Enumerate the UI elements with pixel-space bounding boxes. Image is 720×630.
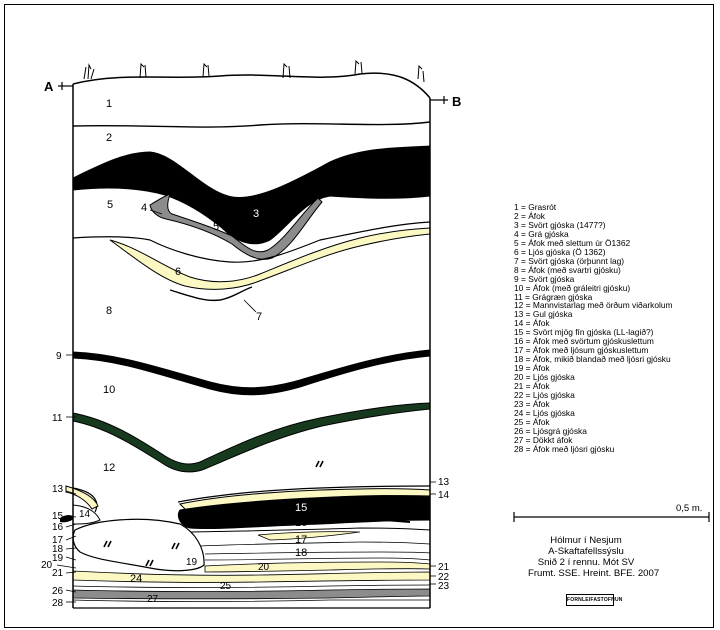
caption-site: Hólmur í Nesjum — [550, 535, 622, 546]
layer-label-27: 27 — [147, 594, 159, 605]
layer-4-grey-tephra — [149, 193, 323, 260]
legend-item: 20 = Ljós gjóska — [514, 372, 575, 383]
boundary-12-lower — [72, 485, 431, 513]
legend-item: 9 = Svört gjóska — [514, 273, 575, 284]
legend-item: 14 = Áfok — [514, 318, 550, 329]
layer-label-17-left: 17 — [52, 535, 64, 546]
legend-item: 18 = Áfok, mikið blandað með ljósri gjós… — [514, 354, 671, 365]
caption-credits: Frumt. SSE. Hreint. BFE. 2007 — [528, 568, 660, 579]
layer-label-13-right: 13 — [438, 477, 450, 488]
boundary-5-8 — [72, 221, 431, 263]
legend-item: 7 = Svört gjóska (örþunnt lag) — [514, 255, 625, 266]
layer-13-yellow-tephra — [65, 485, 99, 510]
layer-label-14-right: 14 — [438, 490, 450, 501]
layer-label-7: 7 — [256, 311, 262, 323]
boundary-1-2 — [72, 121, 431, 128]
legend-item: 21 = Áfok — [514, 381, 550, 392]
figure-frame — [4, 4, 714, 628]
layer-label-9: 9 — [56, 351, 62, 362]
caption-county: A-Skaftafellssýslu — [548, 546, 624, 557]
legend-item: 24 = Ljós gjóska — [514, 407, 575, 418]
legend-item: 1 = Grasrót — [514, 202, 557, 212]
label-leaders — [56, 209, 436, 603]
layer-label-2: 2 — [106, 132, 112, 144]
layer-label-3: 3 — [253, 208, 259, 220]
layer-label-16-left: 16 — [52, 522, 64, 533]
layer-label-16: 16 — [295, 517, 307, 529]
layer-label-21-left: 21 — [52, 568, 64, 579]
institution-logo: FORNLEIFASTOFNUN — [566, 594, 622, 606]
layer-label-26: 26 — [52, 586, 64, 597]
legend-item: 15 = Svört mjög fín gjóska (LL-lagið?) — [514, 327, 654, 338]
layer-label-6: 6 — [175, 266, 181, 278]
boundary-17-18 — [199, 541, 431, 547]
layer-17-light-patch — [257, 531, 361, 541]
legend-item: 26 = Ljósgrá gjóska — [514, 425, 587, 436]
grass-tufts — [83, 59, 425, 83]
layer-27-dark-loess — [72, 599, 430, 602]
layer-label-21-right: 21 — [438, 562, 450, 573]
boundary-16-17 — [189, 527, 431, 533]
layer-label-4: 4 — [141, 202, 147, 214]
layer-label-17: 17 — [295, 534, 307, 546]
layer-label-19: 19 — [186, 557, 198, 568]
layer-label-24: 24 — [130, 573, 142, 585]
layer-14-wedge — [72, 504, 101, 525]
layer-label-15: 15 — [295, 502, 307, 514]
section-end-label-a: A — [44, 79, 54, 94]
layer-label-19-left: 19 — [52, 553, 64, 564]
ground-surface-line — [72, 72, 431, 99]
legend-item: 10 = Áfok (með gráleitri gjósku) — [514, 282, 631, 293]
layer-label-12: 12 — [103, 462, 115, 474]
legend-item: 6 = Ljós gjóska (Ö 1362) — [514, 246, 606, 257]
legend-item: 22 = Ljós gjóska — [514, 390, 575, 401]
section-end-label-b: B — [452, 94, 461, 109]
layer-label-11: 11 — [52, 413, 63, 424]
layer-7-thin-black-tephra — [169, 286, 253, 302]
layer-label-13-left: 13 — [52, 484, 64, 495]
legend-item: 27 = Dökkt áfok — [514, 434, 573, 445]
legend-item: 23 = Áfok — [514, 398, 550, 409]
legend-item: 13 = Gul gjóska — [514, 309, 573, 320]
legend-item: 17 = Áfok með ljósum gjóskuslettum — [514, 345, 649, 356]
legend-item: 11 = Grágræn gjóska — [514, 291, 593, 302]
layer-label-22: 22 — [438, 572, 450, 583]
layer-label-10: 10 — [103, 384, 115, 396]
legend-item: 8 = Áfok (með svartri gjósku) — [514, 264, 621, 275]
layer-label-1: 1 — [106, 98, 112, 110]
caption-section: Snið 2 í rennu. Mót SV — [537, 557, 635, 568]
layer-label-5a: 5 — [107, 199, 113, 211]
legend-item: 3 = Svört gjóska (1477?) — [514, 219, 606, 230]
layer-label-8: 8 — [106, 305, 112, 317]
layer-3-black-tephra — [72, 145, 431, 245]
layer-label-18-left: 18 — [52, 544, 64, 555]
layer-label-25: 25 — [220, 581, 232, 592]
layer-16-black-streaks — [254, 516, 411, 523]
legend: 1 = Grasrót 2 = Áfok 3 = Svört gjóska (1… — [514, 203, 673, 454]
legend-item: 4 = Grá gjóska — [514, 228, 569, 239]
layer-label-15-left: 15 — [52, 511, 64, 522]
layer-label-20: 20 — [258, 562, 270, 573]
charcoal-marks — [103, 460, 324, 567]
legend-item: 19 = Áfok — [514, 363, 550, 374]
layer-label-23: 23 — [438, 581, 450, 592]
layer-19-block — [72, 518, 205, 572]
legend-item: 16 = Áfok með svörtum gjóskuslettum — [514, 336, 654, 347]
legend-item: 5 = Áfok með slettum úr Ö1362 — [514, 237, 631, 248]
boundary-25 — [72, 584, 431, 588]
legend-item: 25 = Áfok — [514, 416, 550, 427]
layer-label-5b: 5 — [213, 221, 219, 233]
boundary-18-lines — [204, 551, 431, 561]
figure-caption: Hólmur í Nesjum A-Skaftafellssýslu Snið … — [528, 535, 660, 579]
scale-bar — [513, 512, 710, 522]
layer-label-28: 28 — [52, 598, 64, 609]
legend-item: 2 = Áfok — [514, 210, 545, 221]
legend-item: 12 = Mannvistarlag með örðum viðarkolum — [514, 300, 673, 311]
legend-item: 28 = Áfok með ljósri gjósku — [514, 443, 615, 454]
layer-label-20-left: 20 — [41, 560, 53, 571]
layer-label-14-left: 14 — [79, 509, 91, 520]
layer-label-18: 18 — [295, 547, 307, 559]
scale-bar-label: 0,5 m. — [676, 503, 702, 514]
